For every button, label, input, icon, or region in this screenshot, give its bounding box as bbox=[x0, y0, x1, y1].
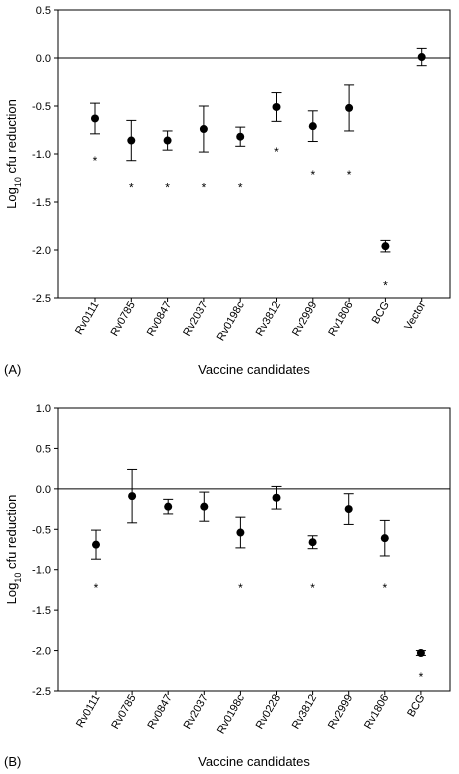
y-tick-label: -2.5 bbox=[32, 293, 51, 305]
significance-marker: * bbox=[202, 181, 207, 195]
data-point bbox=[272, 493, 281, 502]
x-tick-label: Rv0785 bbox=[109, 693, 138, 732]
y-axis-title-suffix: cfu reduction bbox=[4, 495, 19, 573]
data-point bbox=[128, 492, 137, 501]
data-point bbox=[164, 502, 173, 511]
significance-marker: * bbox=[94, 581, 99, 595]
significance-marker: * bbox=[238, 581, 243, 595]
significance-marker: * bbox=[238, 181, 243, 195]
significance-marker: * bbox=[310, 581, 315, 595]
data-point bbox=[272, 102, 281, 111]
x-tick-label: Rv2999 bbox=[290, 300, 319, 339]
data-point bbox=[200, 502, 209, 511]
panel-b: -2.5 -2.0 -1.5 -1.0 -0.5 0.0 0.5 1.0 Log10 cfu r… bbox=[4, 403, 451, 769]
data-point bbox=[127, 136, 136, 145]
data-point bbox=[199, 125, 208, 134]
plot-frame bbox=[57, 407, 451, 692]
data-point bbox=[92, 540, 100, 549]
data-point bbox=[236, 132, 245, 141]
x-tick-label: Rv3812 bbox=[290, 693, 319, 732]
y-axis-title-subscript: 10 bbox=[13, 573, 23, 583]
y-axis-title-main: Log bbox=[4, 583, 19, 605]
data-point bbox=[344, 505, 353, 514]
x-tick-label: Rv2037 bbox=[182, 693, 211, 732]
y-axis-title-suffix: cfu reduction bbox=[4, 99, 19, 177]
y-tick-label: -0.5 bbox=[32, 524, 51, 536]
significance-marker: * bbox=[347, 168, 352, 182]
significance-marker: * bbox=[383, 279, 388, 293]
data-point bbox=[308, 122, 317, 131]
data-point bbox=[417, 53, 426, 62]
y-tick-label: -1.5 bbox=[32, 197, 51, 209]
y-tick-label: -1.0 bbox=[32, 565, 51, 577]
y-tick-label: -1.0 bbox=[32, 149, 51, 161]
x-tick-label: Rv0111 bbox=[73, 300, 102, 337]
data-point bbox=[163, 136, 172, 145]
x-tick-label: Rv0111 bbox=[74, 693, 103, 730]
plot-frame bbox=[57, 9, 451, 299]
data-point bbox=[416, 648, 425, 657]
x-tick-label: Rv0785 bbox=[109, 300, 138, 339]
x-tick-label: Rv2037 bbox=[181, 300, 210, 339]
significance-marker: * bbox=[93, 154, 98, 168]
y-axis-title: Log10 cfu reduction bbox=[4, 495, 23, 605]
significance-marker: * bbox=[129, 181, 134, 195]
data-point bbox=[381, 242, 390, 251]
x-axis-title: Vaccine candidates bbox=[198, 754, 310, 769]
y-tick-label: 0.5 bbox=[36, 443, 51, 455]
y-tick-label: -1.5 bbox=[32, 605, 51, 617]
significance-marker: * bbox=[165, 181, 170, 195]
data-point bbox=[380, 534, 389, 543]
significance-marker: * bbox=[310, 168, 315, 182]
x-tick-label: Rv0847 bbox=[145, 693, 174, 732]
x-tick-label: Vector bbox=[402, 299, 428, 332]
significance-marker: * bbox=[274, 145, 279, 159]
panel-label: (B) bbox=[4, 754, 21, 769]
y-tick-label: -2.0 bbox=[32, 646, 51, 658]
x-tick-label: Rv3812 bbox=[254, 300, 283, 339]
y-tick-label: 0.0 bbox=[36, 484, 51, 496]
data-point bbox=[91, 114, 99, 123]
significance-marker: * bbox=[382, 581, 387, 595]
panel-label: (A) bbox=[4, 362, 21, 377]
y-tick-label: 0.0 bbox=[36, 53, 51, 65]
panel-a: -2.5 -2.0 -1.5 -1.0 -0.5 0.0 0.5 Log10 cfu redu… bbox=[4, 5, 451, 377]
y-axis-title-subscript: 10 bbox=[13, 177, 23, 187]
y-tick-label: 1.0 bbox=[36, 403, 51, 415]
x-tick-label: Rv0198c bbox=[215, 692, 247, 736]
x-tick-label: Rv2999 bbox=[326, 693, 355, 732]
x-tick-label: BCG bbox=[370, 300, 392, 327]
x-tick-label: Rv1806 bbox=[326, 300, 355, 339]
data-point bbox=[308, 538, 317, 547]
y-axis-title-main: Log bbox=[4, 187, 19, 209]
x-tick-label: Rv1806 bbox=[362, 693, 391, 732]
x-tick-label: Rv0228 bbox=[254, 693, 283, 732]
data-point bbox=[345, 103, 354, 112]
y-tick-label: 0.5 bbox=[36, 5, 51, 17]
y-axis-title: Log10 cfu reduction bbox=[4, 99, 23, 209]
data-point bbox=[236, 528, 245, 537]
y-tick-label: -0.5 bbox=[32, 101, 51, 113]
significance-marker: * bbox=[419, 670, 424, 684]
x-tick-label: Rv0198c bbox=[215, 299, 247, 343]
x-tick-label: BCG bbox=[405, 693, 427, 720]
y-tick-label: -2.5 bbox=[32, 686, 51, 698]
x-axis-title: Vaccine candidates bbox=[198, 362, 310, 377]
y-tick-label: -2.0 bbox=[32, 245, 51, 257]
x-tick-label: Rv0847 bbox=[145, 300, 174, 339]
